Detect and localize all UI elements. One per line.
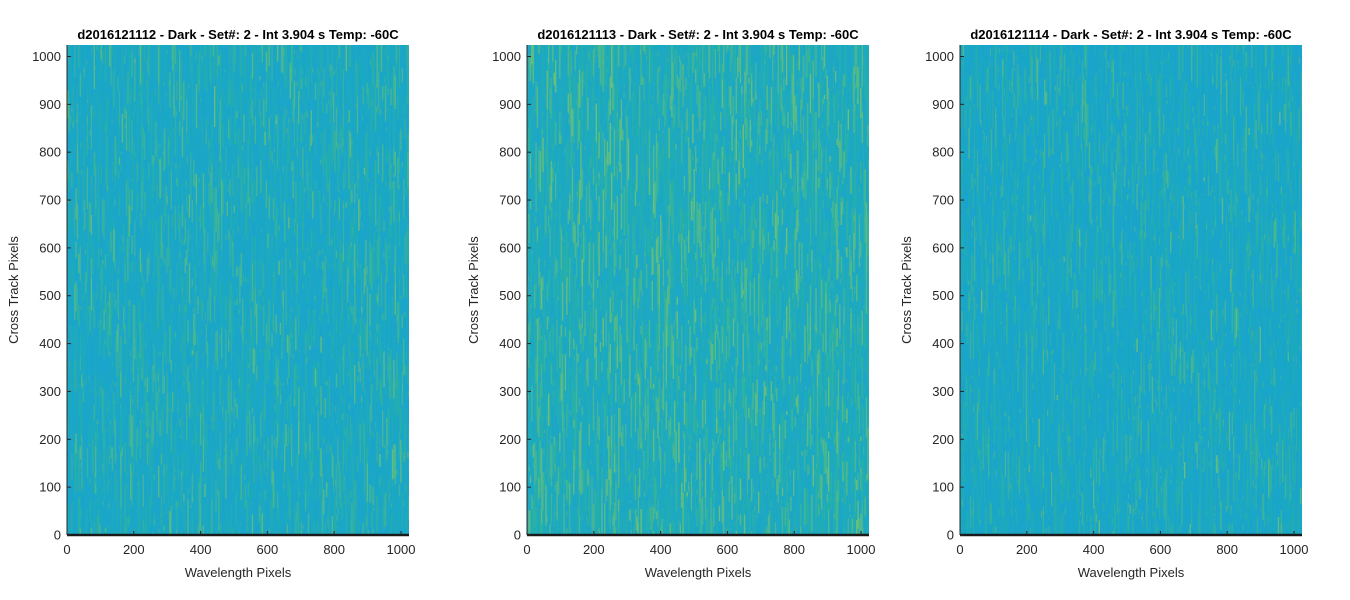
y-tick-label: 1000 xyxy=(925,49,954,64)
x-tick-label: 200 xyxy=(123,542,145,557)
y-tick-label: 400 xyxy=(499,336,521,351)
y-tick-label: 400 xyxy=(932,336,954,351)
x-tick-label: 800 xyxy=(783,542,805,557)
chart-title: d2016121112 - Dark - Set#: 2 - Int 3.904… xyxy=(77,27,399,42)
y-tick-label: 700 xyxy=(39,193,61,208)
y-tick-label: 900 xyxy=(932,97,954,112)
x-tick-label: 1000 xyxy=(847,542,876,557)
y-tick-label: 800 xyxy=(499,145,521,160)
x-tick-label: 800 xyxy=(1216,542,1238,557)
y-tick-label: 500 xyxy=(39,288,61,303)
y-tick-label: 400 xyxy=(39,336,61,351)
chart-panel-1: 0 200 400 600 800 1000 0 100 200 300 400 500 600 700 8… xyxy=(6,27,415,580)
x-tick-label: 200 xyxy=(1016,542,1038,557)
x-axis-label: Wavelength Pixels xyxy=(1078,565,1185,580)
y-tick-label: 900 xyxy=(39,97,61,112)
heatmap-image xyxy=(527,45,869,535)
y-tick-label: 300 xyxy=(499,384,521,399)
y-axis-label: Cross Track Pixels xyxy=(466,236,481,344)
y-tick-label: 200 xyxy=(39,432,61,447)
y-axis-label: Cross Track Pixels xyxy=(899,236,914,344)
y-tick-label: 100 xyxy=(932,480,954,495)
x-tick-label: 400 xyxy=(1083,542,1105,557)
x-tick-label: 200 xyxy=(583,542,605,557)
y-tick-label: 0 xyxy=(947,528,954,543)
chart-panel-3: 0 200 400 600 800 1000 0 100 200 300 400 500 600 700 8… xyxy=(899,27,1308,580)
y-tick-label: 700 xyxy=(932,193,954,208)
x-tick-label: 800 xyxy=(323,542,345,557)
x-tick-label: 1000 xyxy=(1280,542,1309,557)
x-tick-label: 600 xyxy=(717,542,739,557)
heatmap-image xyxy=(960,45,1302,535)
x-tick-label: 0 xyxy=(63,542,70,557)
x-tick-label: 0 xyxy=(523,542,530,557)
y-tick-label: 1000 xyxy=(32,49,61,64)
y-tick-label: 100 xyxy=(499,480,521,495)
x-tick-label: 600 xyxy=(1150,542,1172,557)
y-tick-label: 800 xyxy=(932,145,954,160)
x-axis-label: Wavelength Pixels xyxy=(645,565,752,580)
y-tick-label: 300 xyxy=(39,384,61,399)
y-tick-label: 300 xyxy=(932,384,954,399)
y-tick-label: 600 xyxy=(39,240,61,255)
y-tick-label: 200 xyxy=(932,432,954,447)
y-tick-label: 200 xyxy=(499,432,521,447)
x-axis-label: Wavelength Pixels xyxy=(185,565,292,580)
chart-panel-2: 0 200 400 600 800 1000 0 100 200 300 400 500 600 700 8… xyxy=(466,27,875,580)
y-tick-label: 500 xyxy=(932,288,954,303)
y-tick-label: 0 xyxy=(54,528,61,543)
chart-title: d2016121114 - Dark - Set#: 2 - Int 3.904… xyxy=(970,27,1292,42)
x-tick-label: 600 xyxy=(257,542,279,557)
x-tick-label: 0 xyxy=(956,542,963,557)
y-tick-label: 1000 xyxy=(492,49,521,64)
y-tick-label: 800 xyxy=(39,145,61,160)
y-tick-label: 0 xyxy=(514,528,521,543)
x-tick-label: 400 xyxy=(190,542,212,557)
y-tick-label: 100 xyxy=(39,480,61,495)
y-tick-label: 900 xyxy=(499,97,521,112)
y-tick-label: 600 xyxy=(932,240,954,255)
y-tick-label: 600 xyxy=(499,240,521,255)
heatmap-image xyxy=(67,45,409,535)
x-tick-label: 400 xyxy=(650,542,672,557)
y-axis-label: Cross Track Pixels xyxy=(6,236,21,344)
chart-title: d2016121113 - Dark - Set#: 2 - Int 3.904… xyxy=(537,27,859,42)
y-tick-label: 700 xyxy=(499,193,521,208)
y-tick-label: 500 xyxy=(499,288,521,303)
x-tick-label: 1000 xyxy=(387,542,416,557)
